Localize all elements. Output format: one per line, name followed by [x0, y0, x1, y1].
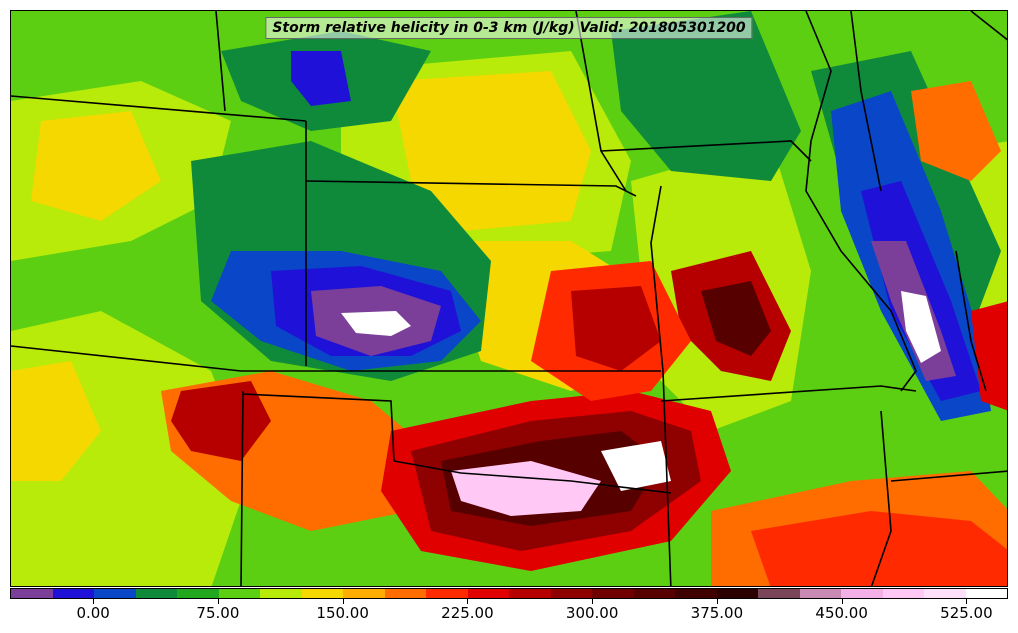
field-region [751, 511, 1007, 586]
colorbar-segment [52, 589, 94, 598]
field-region [291, 51, 351, 106]
colorbar-tick [93, 599, 95, 604]
field-region [611, 11, 801, 181]
colorbar-tick [966, 599, 968, 604]
colorbar-tick [592, 599, 594, 604]
colorbar-tick [467, 599, 469, 604]
map-title: Storm relative helicity in 0-3 km (J/kg)… [265, 17, 753, 39]
colorbar-tick-label: 225.00 [441, 604, 494, 622]
colorbar-segment [218, 589, 260, 598]
colorbar-segment [716, 589, 758, 598]
colorbar-segment [550, 589, 592, 598]
field-region [701, 281, 771, 356]
helicity-field-map [11, 11, 1007, 586]
colorbar-segment [924, 589, 966, 598]
colorbar [10, 588, 1008, 599]
colorbar-segment [301, 589, 343, 598]
colorbar-segment [467, 589, 509, 598]
colorbar-tick [841, 599, 843, 604]
colorbar-segment [177, 589, 219, 598]
colorbar-segment [11, 589, 53, 598]
colorbar-ticks: 0.00 75.00 150.00 225.00 300.00 375.00 450.00 5… [10, 599, 1008, 633]
field-region [901, 291, 941, 363]
colorbar-segment [675, 589, 717, 598]
colorbar-segment [509, 589, 551, 598]
colorbar-tick [342, 599, 344, 604]
field-region [571, 286, 661, 371]
field-region [341, 311, 411, 336]
colorbar-segment [135, 589, 177, 598]
field-region [601, 441, 671, 491]
colorbar-segment [343, 589, 385, 598]
map-panel: Storm relative helicity in 0-3 km (J/kg)… [10, 10, 1008, 587]
colorbar-tick-label: 450.00 [815, 604, 868, 622]
colorbar-segment [592, 589, 634, 598]
colorbar-tick [716, 599, 718, 604]
colorbar-tick-label: 75.00 [196, 604, 240, 622]
colorbar-segment [841, 589, 883, 598]
field-region [171, 381, 271, 461]
colorbar-tick-label: 150.00 [316, 604, 369, 622]
field-region [11, 361, 101, 481]
colorbar-segment [882, 589, 924, 598]
colorbar-tick [217, 599, 219, 604]
state-borders [11, 11, 1007, 586]
colorbar-tick-label: 300.00 [565, 604, 619, 622]
colorbar-segment [384, 589, 426, 598]
colorbar-segment [94, 589, 136, 598]
colorbar-segment [260, 589, 302, 598]
colorbar-segment [426, 589, 468, 598]
colorbar-tick-label: 375.00 [690, 604, 744, 622]
field-region [391, 71, 591, 231]
colorbar-segment [799, 589, 841, 598]
colorbar-tick-label: 0.00 [76, 604, 110, 622]
colorbar-tick-label: 525.00 [940, 604, 993, 622]
field-region [911, 81, 1001, 181]
colorbar-segment [965, 589, 1007, 598]
field-region [31, 111, 161, 221]
colorbar-segment [758, 589, 800, 598]
colorbar-segment [633, 589, 675, 598]
field-region [971, 301, 1007, 411]
